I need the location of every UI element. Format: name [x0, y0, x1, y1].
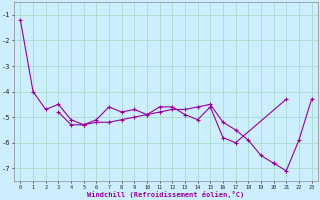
X-axis label: Windchill (Refroidissement éolien,°C): Windchill (Refroidissement éolien,°C)	[87, 191, 244, 198]
